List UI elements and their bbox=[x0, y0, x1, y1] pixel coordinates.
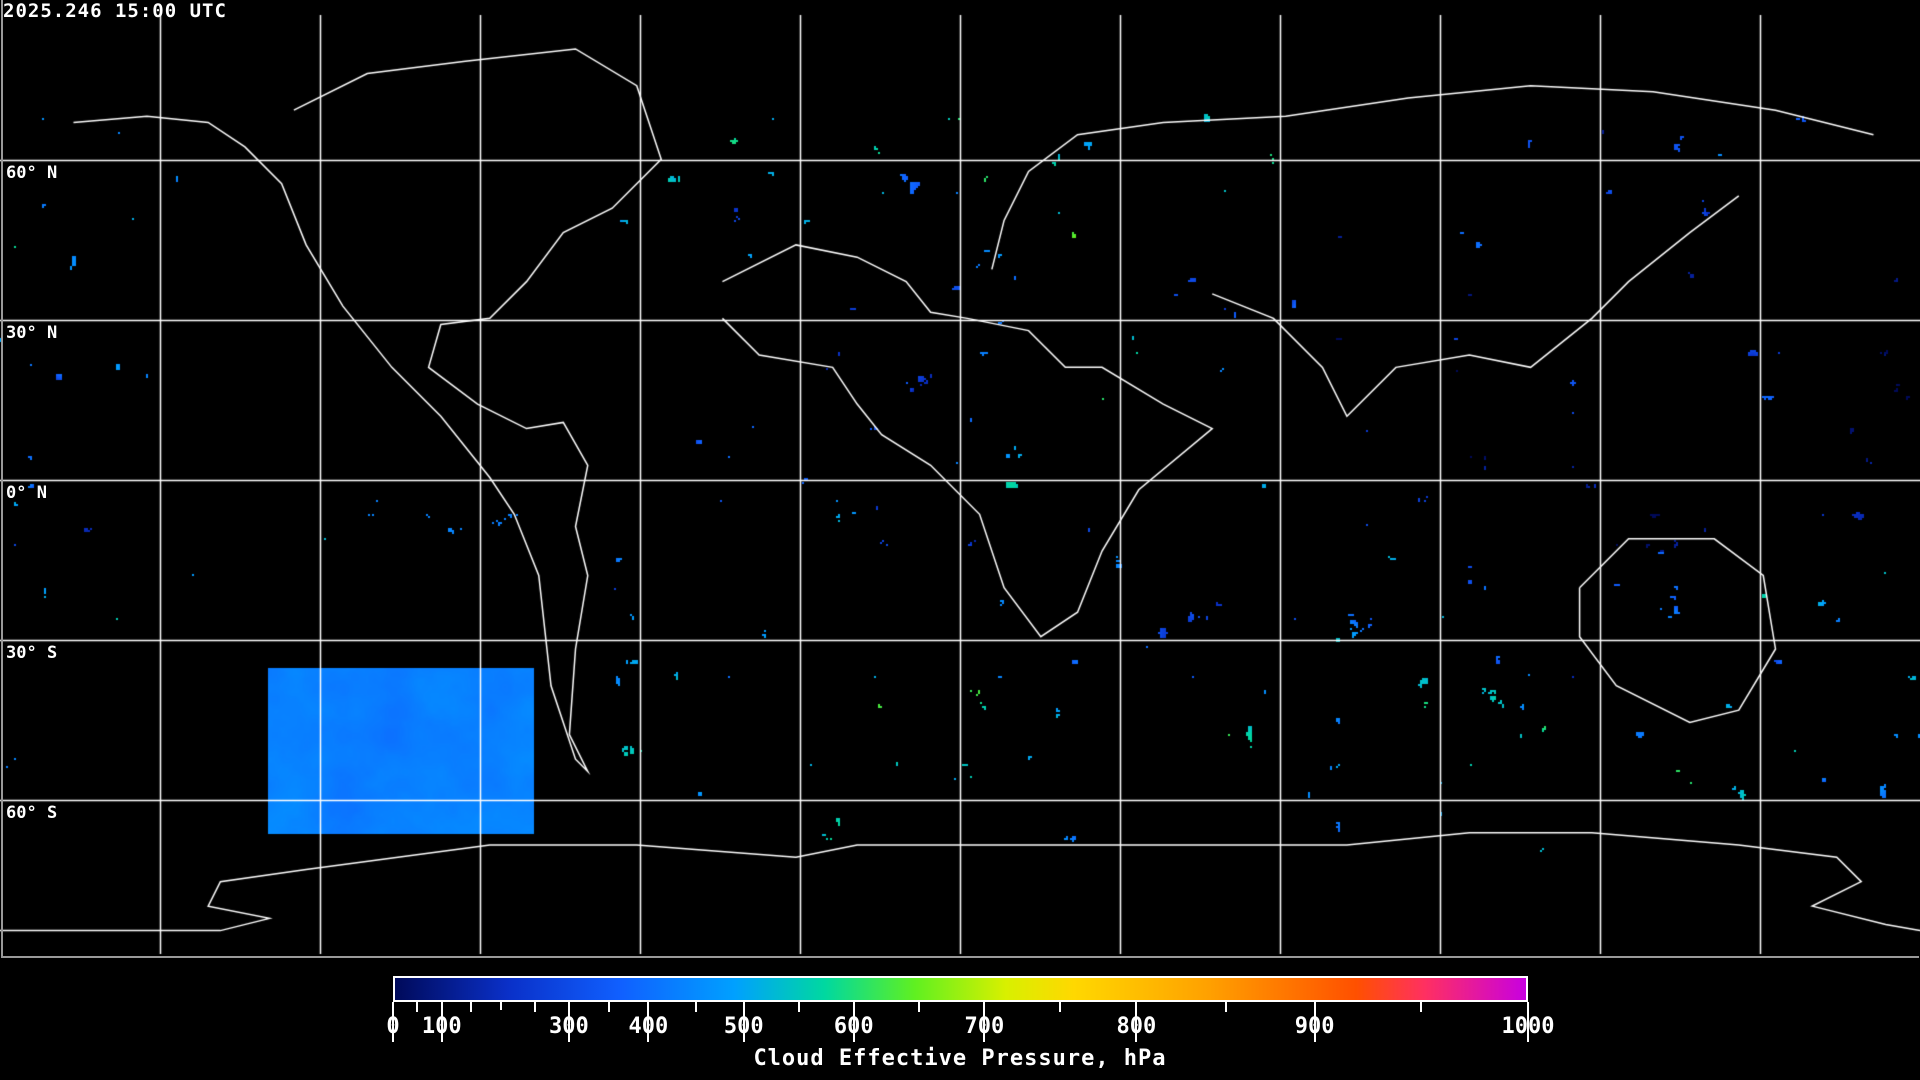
colorbar-tick bbox=[918, 1002, 921, 1012]
lat-label-60s: 60° S bbox=[6, 803, 58, 823]
colorbar-tick bbox=[742, 1002, 745, 1042]
lat-label-0n: 0° N bbox=[6, 483, 47, 503]
colorbar-tick bbox=[392, 1002, 394, 1042]
colorbar-tick-label: 800 bbox=[1116, 1014, 1157, 1039]
colorbar-tick bbox=[1224, 1002, 1227, 1012]
colorbar-tick bbox=[647, 1002, 650, 1042]
colorbar-tick bbox=[607, 1002, 610, 1012]
cloud-pressure-map bbox=[0, 0, 1920, 960]
colorbar-tick bbox=[1527, 1002, 1529, 1042]
colorbar-tick-label: 900 bbox=[1294, 1014, 1335, 1039]
colorbar bbox=[393, 976, 1528, 1002]
colorbar-tick-label: 100 bbox=[421, 1014, 462, 1039]
colorbar-tick bbox=[797, 1002, 800, 1012]
colorbar-tick bbox=[1059, 1002, 1062, 1012]
colorbar-tick-label: 600 bbox=[833, 1014, 874, 1039]
colorbar-tick bbox=[983, 1002, 986, 1042]
colorbar-tick-label: 500 bbox=[723, 1014, 764, 1039]
colorbar-tick bbox=[440, 1002, 443, 1042]
lat-label-30s: 30° S bbox=[6, 643, 58, 663]
colorbar-tick-label: 1000 bbox=[1501, 1014, 1555, 1039]
colorbar-tick-label: 700 bbox=[964, 1014, 1005, 1039]
colorbar-tick bbox=[567, 1002, 570, 1042]
colorbar-tick bbox=[1313, 1002, 1316, 1042]
colorbar-tick bbox=[1135, 1002, 1138, 1042]
colorbar-tick-label: 400 bbox=[628, 1014, 669, 1039]
timestamp: 2025.246 15:00 UTC bbox=[3, 0, 227, 22]
colorbar-tick bbox=[1420, 1002, 1423, 1012]
colorbar-tick bbox=[416, 1002, 419, 1012]
colorbar-tick bbox=[852, 1002, 855, 1042]
colorbar-tick bbox=[533, 1002, 536, 1012]
colorbar-tick-label: 0 bbox=[386, 1014, 400, 1039]
colorbar-tick bbox=[499, 1002, 502, 1010]
colorbar-title: Cloud Effective Pressure, hPa bbox=[753, 1046, 1167, 1071]
colorbar-ticks: 0 100 300 400 500 600 700 800 900 1000 bbox=[386, 1002, 1554, 1042]
colorbar-tick-label: 300 bbox=[549, 1014, 589, 1039]
colorbar-tick bbox=[470, 1002, 473, 1012]
lat-label-60n: 60° N bbox=[6, 163, 58, 183]
colorbar-tick bbox=[695, 1002, 698, 1012]
lat-label-30n: 30° N bbox=[6, 323, 58, 343]
